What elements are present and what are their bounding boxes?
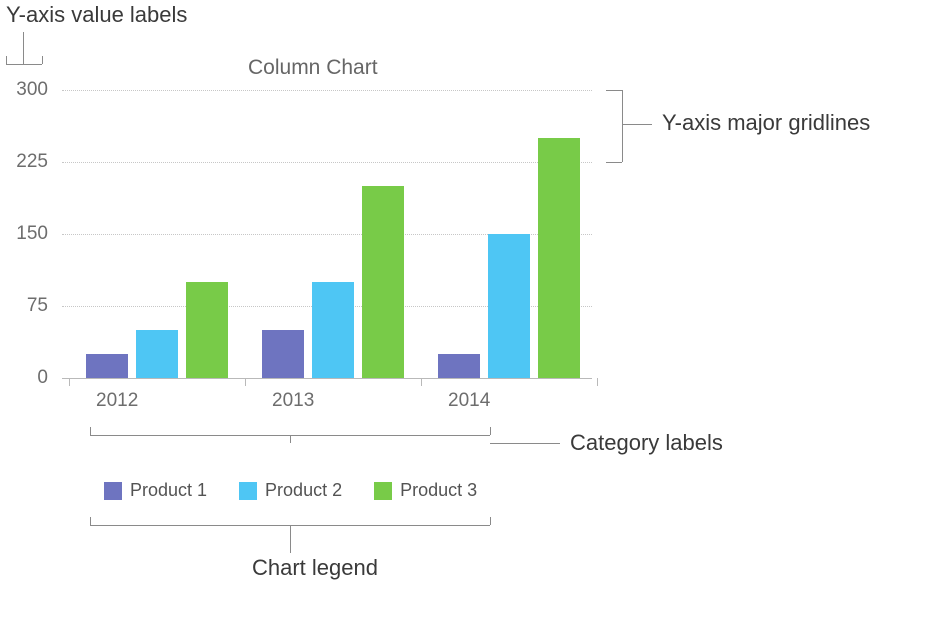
bracket-segment [90,517,91,525]
annotation-chart-legend: Chart legend [252,555,378,581]
annotation-category-labels: Category labels [570,430,723,456]
bracket-segment [490,517,491,525]
legend-label: Product 1 [130,480,207,501]
y-tick-label: 225 [0,151,48,173]
bracket-segment [490,443,560,444]
category-label: 2013 [272,390,314,412]
category-label: 2014 [448,390,490,412]
category-label: 2012 [96,390,138,412]
bracket-segment [622,90,623,162]
bracket-segment [6,64,42,65]
chart-title: Column Chart [248,56,378,80]
legend-label: Product 2 [265,480,342,501]
bracket-segment [290,525,291,553]
annotation-y-gridlines: Y-axis major gridlines [662,110,870,136]
bar [362,186,404,378]
bracket-segment [23,32,24,64]
bracket-segment [490,427,491,435]
y-tick-label: 75 [0,295,48,317]
bar [262,330,304,378]
annotation-y-value-labels: Y-axis value labels [6,2,187,28]
bracket-segment [42,56,43,64]
bar [488,234,530,378]
bracket-segment [606,162,622,163]
gridline [62,162,592,163]
bar [136,330,178,378]
bar [312,282,354,378]
bar [538,138,580,378]
legend-swatch [104,482,122,500]
legend-item: Product 2 [239,480,342,501]
legend-label: Product 3 [400,480,477,501]
legend-item: Product 3 [374,480,477,501]
gridline [62,90,592,91]
category-tick [69,378,70,386]
bar [86,354,128,378]
legend-swatch [374,482,392,500]
chart-legend: Product 1 Product 2 Product 3 [104,480,477,501]
y-tick-label: 300 [0,79,48,101]
bar [438,354,480,378]
legend-swatch [239,482,257,500]
bracket-segment [606,90,622,91]
bracket-segment [90,427,91,435]
bar [186,282,228,378]
bracket-segment [6,56,7,64]
category-tick [245,378,246,386]
category-tick [421,378,422,386]
y-tick-label: 150 [0,223,48,245]
bracket-segment [622,124,652,125]
category-tick [597,378,598,386]
y-tick-label: 0 [0,367,48,389]
bracket-segment [290,435,291,443]
baseline [62,378,592,379]
legend-item: Product 1 [104,480,207,501]
